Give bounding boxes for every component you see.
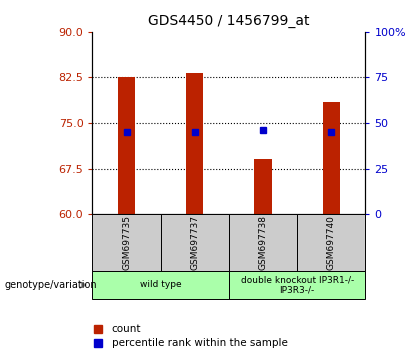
FancyBboxPatch shape <box>229 271 365 299</box>
Text: GSM697740: GSM697740 <box>327 215 336 270</box>
FancyBboxPatch shape <box>161 214 229 271</box>
Text: double knockout IP3R1-/-
IP3R3-/-: double knockout IP3R1-/- IP3R3-/- <box>241 275 354 295</box>
Text: GSM697735: GSM697735 <box>122 215 131 270</box>
Title: GDS4450 / 1456799_at: GDS4450 / 1456799_at <box>148 14 310 28</box>
Text: percentile rank within the sample: percentile rank within the sample <box>112 338 287 348</box>
Text: GSM697737: GSM697737 <box>190 215 199 270</box>
FancyBboxPatch shape <box>297 214 365 271</box>
Bar <box>255 159 272 214</box>
Bar <box>118 78 135 214</box>
Bar <box>186 73 203 214</box>
Text: count: count <box>112 324 141 334</box>
FancyBboxPatch shape <box>92 214 161 271</box>
Text: genotype/variation: genotype/variation <box>4 280 97 290</box>
FancyBboxPatch shape <box>229 214 297 271</box>
Text: GSM697738: GSM697738 <box>259 215 268 270</box>
FancyBboxPatch shape <box>92 271 229 299</box>
Bar <box>323 102 340 214</box>
Text: wild type: wild type <box>140 280 181 290</box>
